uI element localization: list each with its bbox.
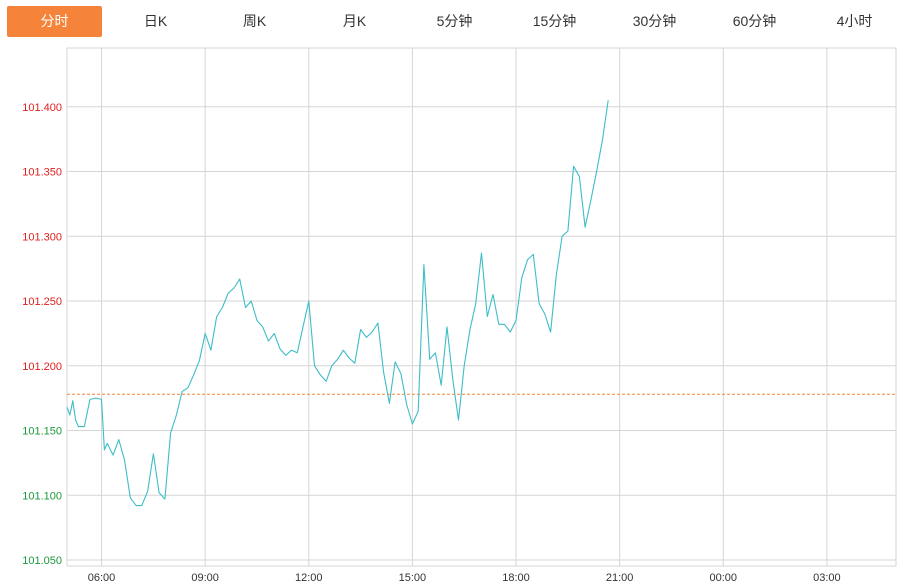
x-tick-label: 21:00 [606,572,634,584]
y-tick-label: 101.200 [22,361,62,373]
tab-15min[interactable]: 15分钟 [532,13,577,29]
plot-border [66,47,897,567]
y-tick-label: 101.050 [22,555,62,567]
y-tick-label: 101.250 [22,296,62,308]
y-tick-label: 101.300 [22,231,62,243]
x-tick-label: 18:00 [502,572,530,584]
chart-grid [66,47,897,567]
x-tick-label: 06:00 [88,572,116,584]
tab-30min[interactable]: 30分钟 [632,13,677,29]
y-tick-label: 101.350 [22,167,62,179]
tab-60min[interactable]: 60分钟 [732,13,777,29]
tab-daily-k[interactable]: 日K [143,13,168,29]
price-series-layer [66,100,609,507]
chart-axes: 101.400 101.350 101.300 101.250 101.200 101.1… [22,102,840,584]
tab-intraday[interactable]: 分时 [7,6,102,37]
x-tick-label: 09:00 [191,572,219,584]
y-tick-label: 101.400 [22,102,62,114]
price-line [66,100,609,507]
tab-weekly-k[interactable]: 周K [242,13,267,29]
y-tick-label: 101.150 [22,426,62,438]
x-tick-label: 15:00 [399,572,427,584]
tab-5min[interactable]: 5分钟 [436,13,473,29]
x-tick-label: 12:00 [295,572,323,584]
y-tick-label: 101.100 [22,490,62,502]
x-tick-label: 00:00 [710,572,738,584]
tab-monthly-k[interactable]: 月K [342,13,367,29]
period-tab-bar: 分时 日K 周K 月K 5分钟 15分钟 30分钟 60分钟 4小时 [0,0,909,44]
x-tick-label: 03:00 [813,572,841,584]
tab-4hour[interactable]: 4小时 [836,13,873,29]
